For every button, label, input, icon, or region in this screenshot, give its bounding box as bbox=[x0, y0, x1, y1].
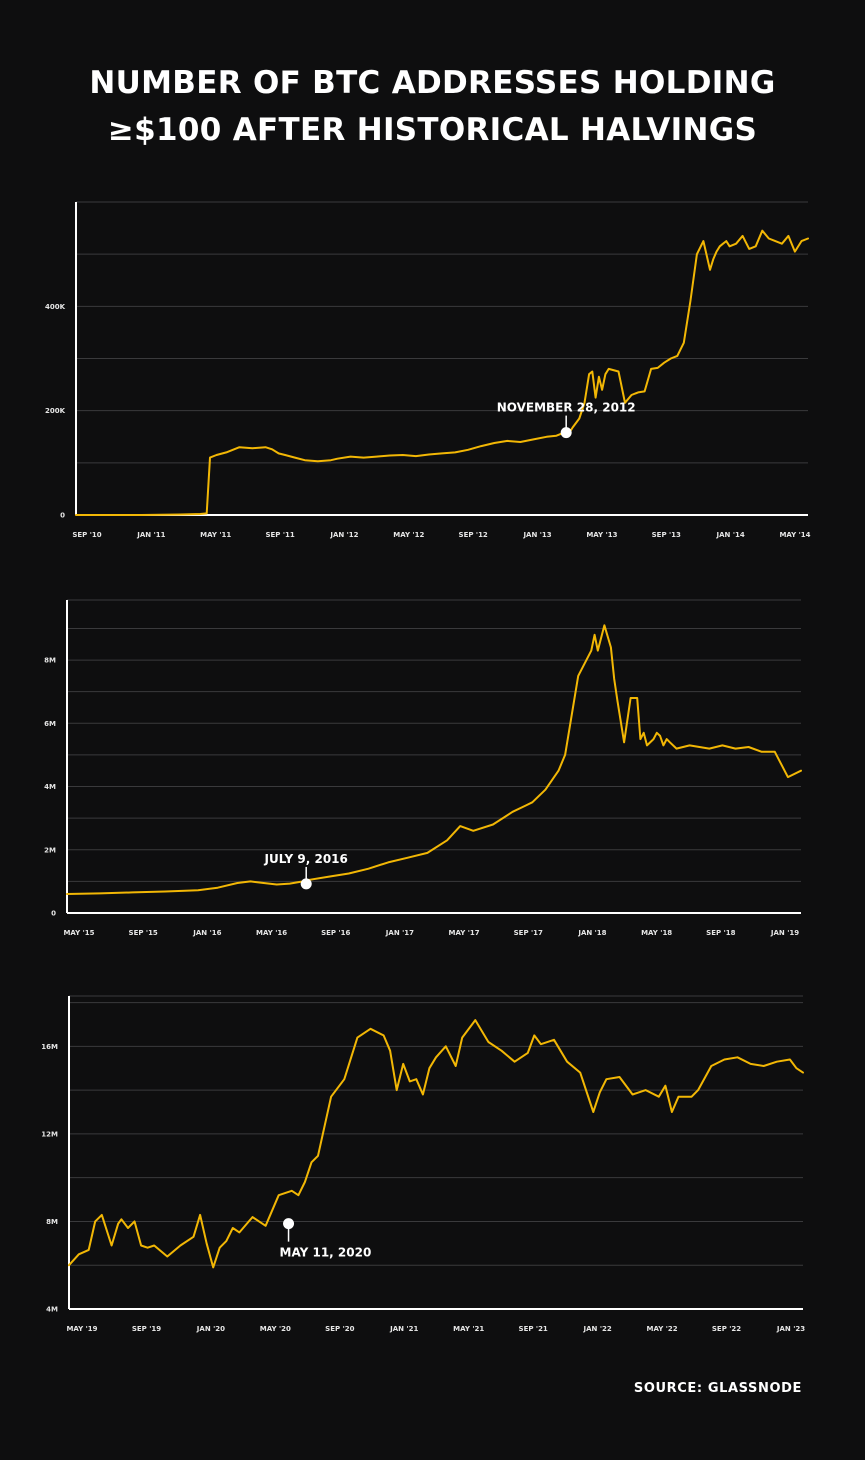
page-title-line-1: NUMBER OF BTC ADDRESSES HOLDING bbox=[89, 65, 776, 101]
x-tick-label: JAN '14 bbox=[716, 531, 745, 539]
series-line bbox=[68, 1019, 804, 1269]
x-tick-label: SEP '10 bbox=[72, 531, 101, 539]
x-tick-label: SEP '21 bbox=[519, 1325, 548, 1333]
x-tick-label: JAN '23 bbox=[776, 1325, 805, 1333]
x-tick-label: JAN '11 bbox=[136, 531, 165, 539]
x-tick-label: SEP '22 bbox=[712, 1325, 741, 1333]
x-tick-label: SEP '16 bbox=[321, 929, 350, 937]
x-tick-label: SEP '12 bbox=[459, 531, 488, 539]
y-tick-label: 2M bbox=[44, 846, 56, 854]
x-tick-label: SEP '17 bbox=[514, 929, 543, 937]
x-tick-label: SEP '18 bbox=[706, 929, 735, 937]
y-tick-label: 200K bbox=[45, 407, 66, 415]
x-tick-label: JAN '18 bbox=[577, 929, 606, 937]
x-tick-label: JAN '13 bbox=[522, 531, 551, 539]
x-tick-label: MAY '13 bbox=[586, 531, 617, 539]
x-tick-label: MAY '17 bbox=[449, 929, 480, 937]
series-line bbox=[66, 624, 802, 895]
x-tick-label: SEP '20 bbox=[325, 1325, 354, 1333]
annotation-marker bbox=[283, 1218, 295, 1230]
x-tick-label: JAN '17 bbox=[385, 929, 414, 937]
x-tick-label: JAN '12 bbox=[329, 531, 358, 539]
y-tick-label: 4M bbox=[46, 1306, 58, 1314]
chart-2016-halving: 0 2M 4M 6M 8M MAY '15 SEP '15 JAN '16 MAY '16 SEP… bbox=[0, 596, 865, 946]
x-tick-label: SEP '19 bbox=[132, 1325, 161, 1333]
x-tick-label: MAY '14 bbox=[779, 531, 810, 539]
x-tick-label: JAN '19 bbox=[770, 929, 799, 937]
x-tick-label: MAY '20 bbox=[260, 1325, 291, 1333]
x-tick-label: MAY '12 bbox=[393, 531, 424, 539]
y-tick-label: 6M bbox=[44, 720, 56, 728]
x-tick-label: MAY '21 bbox=[453, 1325, 484, 1333]
x-tick-label: MAY '18 bbox=[641, 929, 672, 937]
chart-2020-halving: 4M 8M 12M 16M MAY '19 SEP '19 JAN '20 MAY '20 SE… bbox=[0, 992, 865, 1342]
page-title-line-2: ≥$100 AFTER HISTORICAL HALVINGS bbox=[107, 112, 758, 148]
x-tick-label: MAY '22 bbox=[647, 1325, 678, 1333]
x-tick-label: MAY '11 bbox=[200, 531, 231, 539]
x-tick-label: JAN '21 bbox=[389, 1325, 418, 1333]
series-line bbox=[75, 229, 809, 516]
annotation-marker bbox=[560, 427, 572, 439]
page-title: NUMBER OF BTC ADDRESSES HOLDING ≥$100 AF… bbox=[0, 60, 865, 154]
y-tick-label: 400K bbox=[45, 303, 66, 311]
chart-2012-halving: 0 200K 400K SEP '10 JAN '11 MAY '11 SEP '11 JAN… bbox=[0, 198, 865, 548]
y-tick-label: 8M bbox=[46, 1218, 58, 1226]
annotation-label: JULY 9, 2016 bbox=[264, 852, 348, 866]
x-tick-label: JAN '20 bbox=[196, 1325, 225, 1333]
y-tick-label: 12M bbox=[41, 1130, 58, 1138]
y-tick-label: 8M bbox=[44, 657, 56, 665]
chart-2016-svg: 0 2M 4M 6M 8M MAY '15 SEP '15 JAN '16 MAY '16 SEP… bbox=[44, 599, 802, 937]
y-tick-label: 16M bbox=[41, 1043, 58, 1051]
y-tick-label: 4M bbox=[44, 783, 56, 791]
chart-2020-svg: 4M 8M 12M 16M MAY '19 SEP '19 JAN '20 MAY '20 SE… bbox=[41, 995, 805, 1333]
x-tick-label: JAN '16 bbox=[192, 929, 221, 937]
x-tick-label: JAN '22 bbox=[583, 1325, 612, 1333]
x-tick-label: SEP '15 bbox=[129, 929, 158, 937]
x-tick-label: SEP '13 bbox=[652, 531, 681, 539]
chart-2012-svg: 0 200K 400K SEP '10 JAN '11 MAY '11 SEP '11 JAN… bbox=[45, 201, 811, 539]
x-tick-label: MAY '19 bbox=[66, 1325, 97, 1333]
y-tick-label: 0 bbox=[51, 910, 56, 918]
annotation-label: MAY 11, 2020 bbox=[280, 1246, 372, 1260]
x-tick-label: MAY '16 bbox=[256, 929, 287, 937]
x-tick-label: SEP '11 bbox=[265, 531, 294, 539]
annotation-label: NOVEMBER 28, 2012 bbox=[497, 401, 636, 415]
x-tick-label: MAY '15 bbox=[63, 929, 94, 937]
y-tick-label: 0 bbox=[60, 512, 65, 520]
annotation-marker bbox=[300, 878, 312, 890]
source-credit: SOURCE: GLASSNODE bbox=[633, 1381, 802, 1396]
